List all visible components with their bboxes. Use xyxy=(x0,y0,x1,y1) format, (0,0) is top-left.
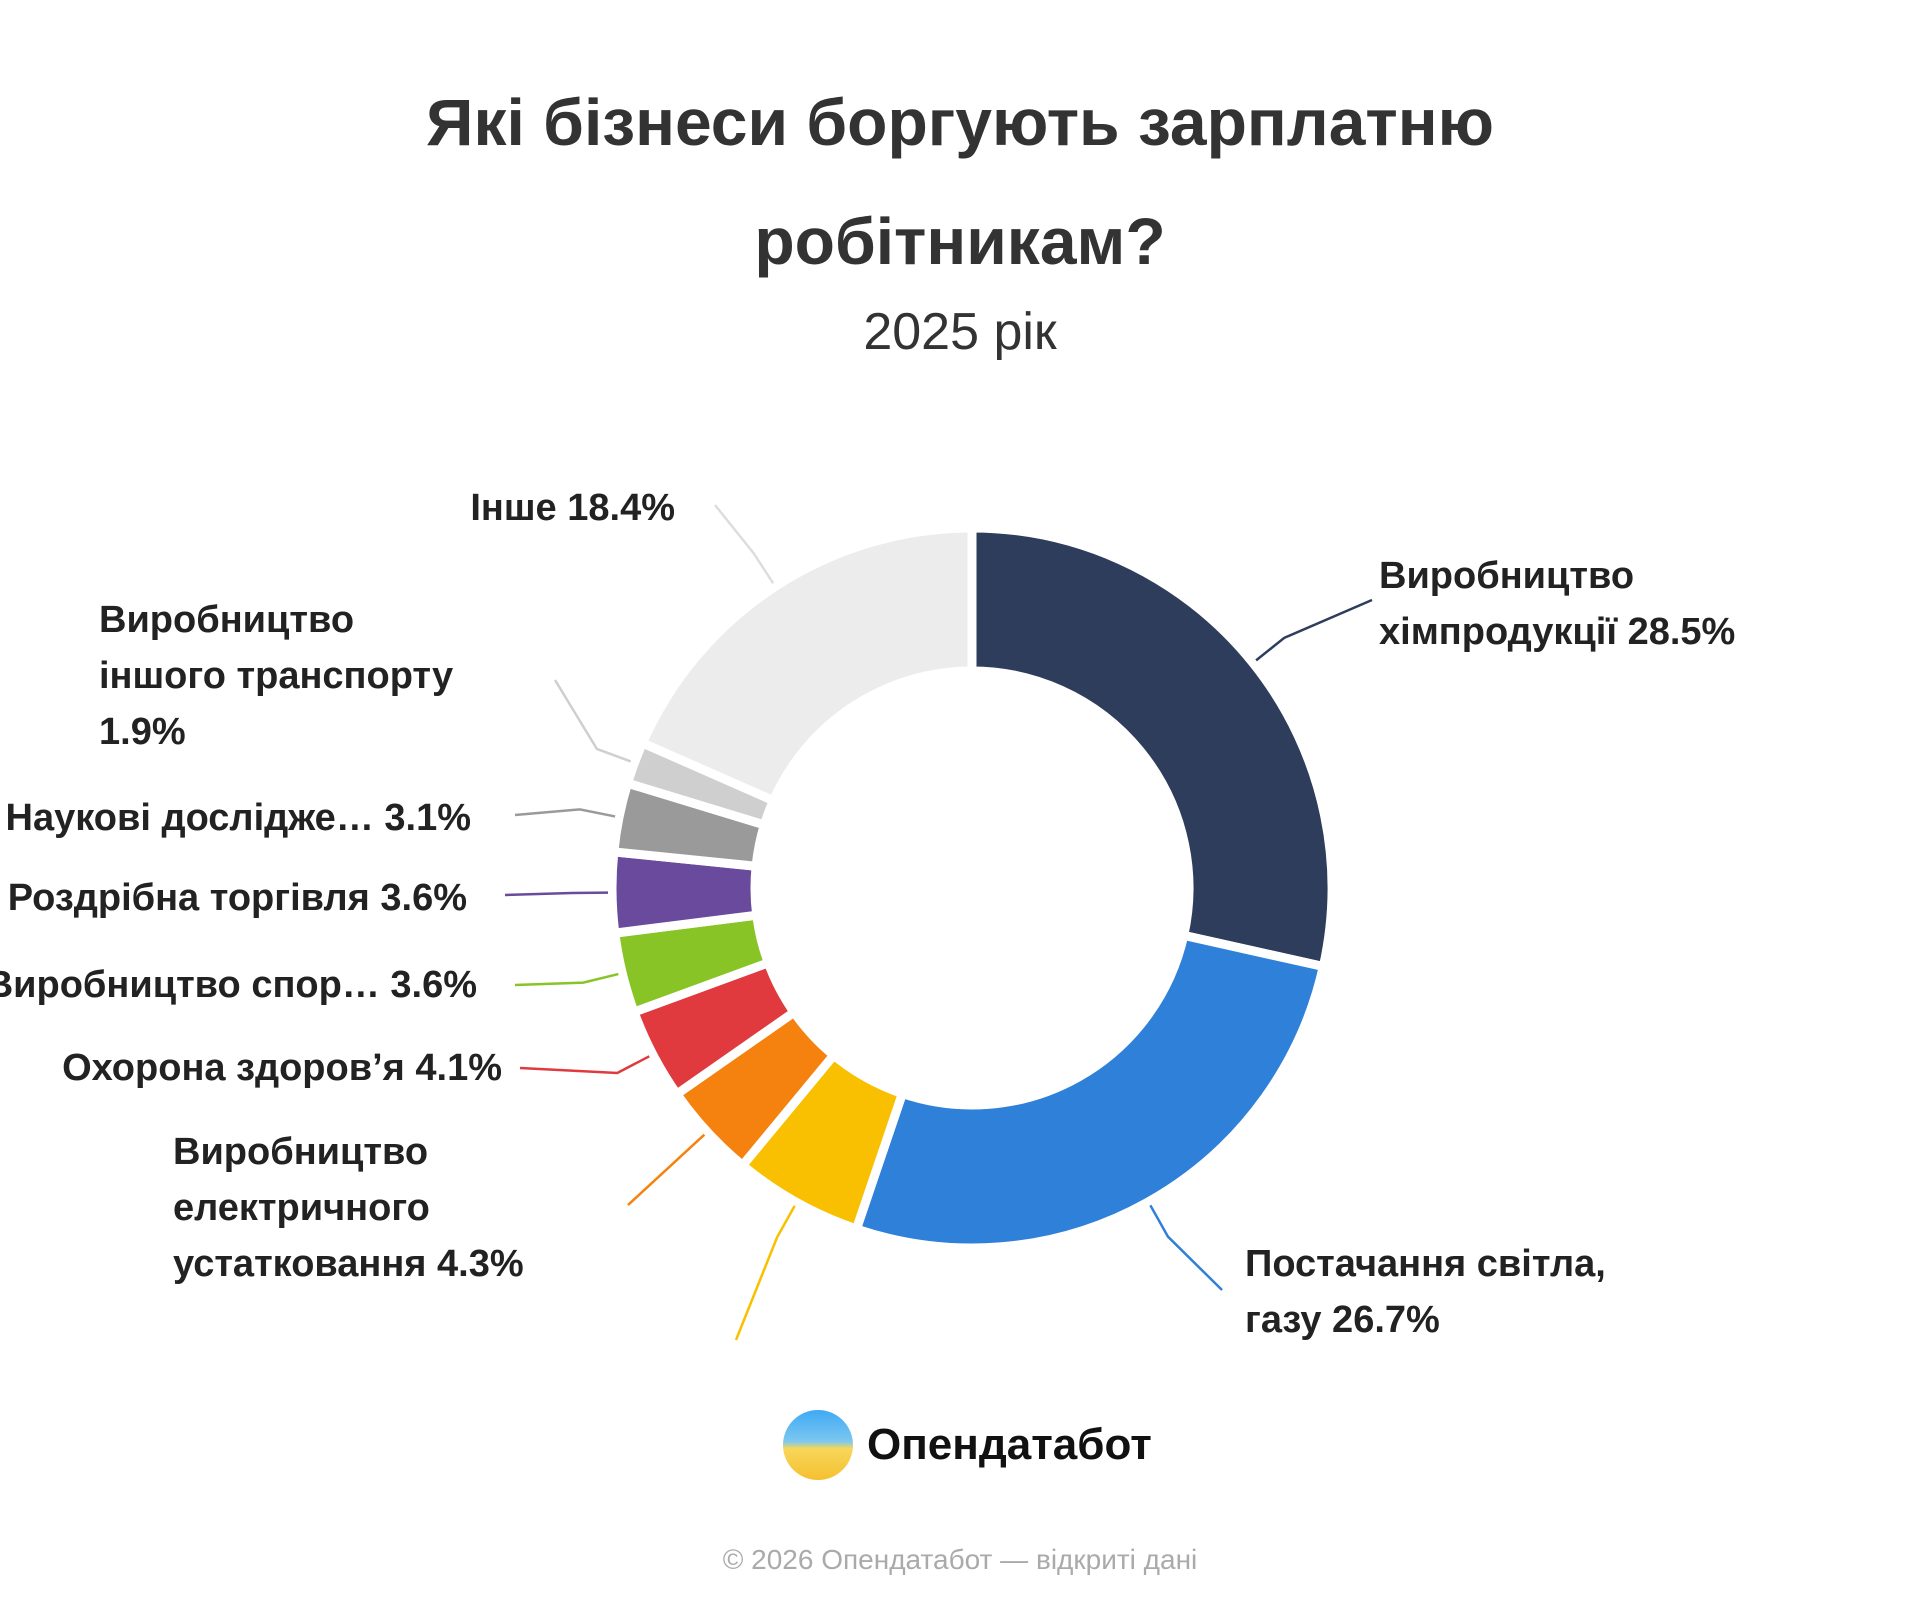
leader-line xyxy=(714,504,775,584)
brand-name: Опендатабот xyxy=(867,1420,1152,1469)
leader-line xyxy=(504,891,609,897)
leader-line xyxy=(734,1205,796,1341)
leader-line xyxy=(1255,598,1373,662)
leader-line xyxy=(1149,1204,1223,1291)
leader-line xyxy=(553,679,632,763)
slice-label: Виробництво спор… 3.6% xyxy=(0,957,477,1013)
slice-label-line: Охорона здоров’я 4.1% xyxy=(62,1047,502,1089)
slice-label-line: Виробництво xyxy=(99,599,355,641)
leader-line xyxy=(514,808,616,818)
chart-title-line-2: робітникам? xyxy=(754,204,1166,278)
slice-label: Наукові дослідже… 3.1% xyxy=(6,790,471,846)
slice-label: Роздрібна торгівля 3.6% xyxy=(8,870,467,926)
leader-line xyxy=(514,972,619,987)
slice-label-line: електричного xyxy=(173,1187,430,1229)
slice-label-line: Постачання світла, xyxy=(1245,1243,1606,1285)
slice-label-line: 1.9% xyxy=(99,711,186,753)
slice-label-line: Роздрібна торгівля 3.6% xyxy=(7,877,467,919)
chart-title-line-1: Які бізнеси боргують зарплатню xyxy=(426,85,1494,159)
leader-line xyxy=(519,1055,650,1075)
donut-slice xyxy=(967,523,1337,972)
slice-label-line: хімпродукції 28.5% xyxy=(1379,611,1736,653)
slice-label: Охорона здоров’я 4.1% xyxy=(62,1040,502,1096)
donut-slice xyxy=(851,930,1328,1253)
slice-label: Виробництво електричного устатковання 4.3% xyxy=(173,1124,524,1292)
chart-subtitle: 2025 рік xyxy=(863,303,1057,361)
leader-line xyxy=(627,1133,706,1206)
slice-label-line: устатковання 4.3% xyxy=(173,1243,524,1285)
footer-copyright: © 2026 Опендатабот — відкриті дані xyxy=(722,1544,1198,1575)
slice-label: Інше 18.4% xyxy=(470,480,675,536)
slice-label-line: газу 26.7% xyxy=(1245,1299,1440,1341)
brand-logo: Опендатабот xyxy=(783,1410,1152,1480)
slice-label-line: Виробництво xyxy=(1379,555,1635,597)
slice-label: Виробництво хімпродукції 28.5% xyxy=(1379,548,1735,660)
slice-label-line: Наукові дослідже… 3.1% xyxy=(5,797,471,839)
slice-label: Постачання світла, газу 26.7% xyxy=(1245,1236,1606,1348)
opendatabot-logo-icon xyxy=(783,1410,853,1480)
donut-slice xyxy=(638,523,977,806)
slice-label: Виробництво іншого транспорту 1.9% xyxy=(99,592,453,760)
slice-label-line: Виробництво xyxy=(173,1131,429,1173)
slice-label-line: Інше 18.4% xyxy=(470,487,675,529)
slice-label-line: Виробництво спор… 3.6% xyxy=(0,964,477,1006)
slice-label-line: іншого транспорту xyxy=(99,655,454,697)
